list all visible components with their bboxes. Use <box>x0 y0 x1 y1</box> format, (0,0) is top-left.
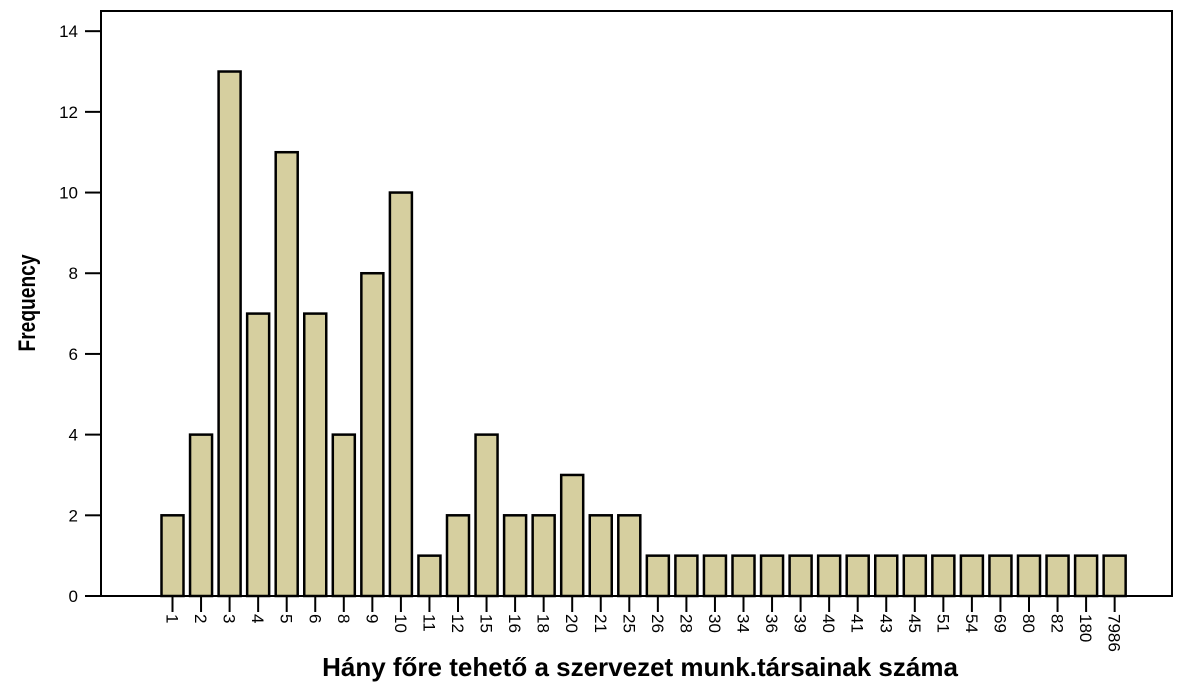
x-tick-label: 39 <box>791 614 810 633</box>
bar-26 <box>645 554 671 598</box>
x-tick-label: 1 <box>163 614 182 623</box>
x-tick-label: 69 <box>990 614 1009 633</box>
x-axis-title: Hány főre tehető a szervezet munk.társai… <box>322 652 958 682</box>
bar-15 <box>474 433 499 598</box>
x-tick-label: 82 <box>1048 614 1067 633</box>
bar-11 <box>417 554 442 598</box>
bar-10 <box>388 191 414 598</box>
bar-54 <box>959 554 985 598</box>
bar-9 <box>360 271 385 598</box>
bar-36 <box>759 554 785 598</box>
bar-5 <box>274 150 299 598</box>
bar-21 <box>588 514 613 598</box>
x-tick-label: 21 <box>591 614 610 633</box>
bar-39 <box>788 554 813 598</box>
bar-2 <box>188 433 214 598</box>
x-tick-label: 15 <box>477 614 496 633</box>
bar-18 <box>531 514 556 598</box>
x-tick-label: 11 <box>419 614 438 632</box>
x-tick-label: 10 <box>391 614 410 633</box>
bar-43 <box>874 554 899 598</box>
y-tick-label: 4 <box>69 426 78 445</box>
bar-69 <box>988 554 1013 598</box>
bar-3 <box>217 70 242 598</box>
y-axis: 0 2 4 6 8 10 12 14 <box>59 22 101 606</box>
x-tick-label: 80 <box>1019 614 1038 633</box>
x-tick-label: 20 <box>562 614 581 633</box>
x-tick-label: 12 <box>448 614 467 633</box>
bar-82 <box>1045 554 1070 598</box>
bar-12 <box>445 514 471 598</box>
x-tick-label: 2 <box>191 614 210 623</box>
bar-7986 <box>1102 554 1127 598</box>
x-tick-label: 18 <box>534 614 553 633</box>
x-tick-label: 180 <box>1076 614 1095 642</box>
x-tick-label: 54 <box>962 614 981 633</box>
x-tick-label: 9 <box>362 614 381 623</box>
y-tick-label: 8 <box>69 264 78 283</box>
bar-45 <box>902 554 928 598</box>
bar-28 <box>674 554 699 598</box>
x-tick-label: 8 <box>334 614 353 623</box>
bar-34 <box>731 554 756 598</box>
x-tick-label: 16 <box>505 614 524 633</box>
x-tick-label: 25 <box>619 614 638 633</box>
bar-1 <box>160 514 185 598</box>
x-tick-label: 30 <box>705 614 724 633</box>
x-axis: 1 2 3 4 5 6 8 9 10 11 12 15 16 18 20 21 25 26 28 30 34 36 39 40… <box>163 596 1124 652</box>
x-tick-label: 5 <box>277 614 296 623</box>
x-tick-label: 40 <box>819 614 838 633</box>
bar-41 <box>845 554 870 598</box>
y-tick-label: 6 <box>69 345 78 364</box>
y-tick-label: 12 <box>59 103 78 122</box>
bar-40 <box>816 554 842 598</box>
bar-20 <box>559 473 585 598</box>
y-tick-label: 14 <box>59 22 78 41</box>
x-tick-label: 41 <box>848 614 867 633</box>
x-tick-label: 4 <box>248 614 267 623</box>
bars-group <box>160 70 1127 598</box>
bar-25 <box>617 514 642 598</box>
bar-180 <box>1073 554 1099 598</box>
x-tick-label: 34 <box>734 614 753 633</box>
x-tick-label: 6 <box>305 614 324 623</box>
x-tick-label: 51 <box>933 614 952 633</box>
bar-80 <box>1016 554 1042 598</box>
bar-6 <box>303 312 328 598</box>
bar-16 <box>502 514 528 598</box>
x-tick-label: 26 <box>648 614 667 633</box>
bar-30 <box>702 554 728 598</box>
y-tick-label: 10 <box>59 184 78 203</box>
x-tick-label: 7986 <box>1105 614 1124 652</box>
x-tick-label: 3 <box>220 614 239 623</box>
y-tick-label: 2 <box>69 506 78 525</box>
x-tick-label: 36 <box>762 614 781 633</box>
bar-51 <box>931 554 956 598</box>
bar-8 <box>331 433 357 598</box>
y-axis-title: Frequency <box>13 254 41 351</box>
y-tick-label: 0 <box>69 587 78 606</box>
x-tick-label: 45 <box>905 614 924 633</box>
x-tick-label: 43 <box>876 614 895 633</box>
x-tick-label: 28 <box>676 614 695 633</box>
bar-4 <box>245 312 271 598</box>
